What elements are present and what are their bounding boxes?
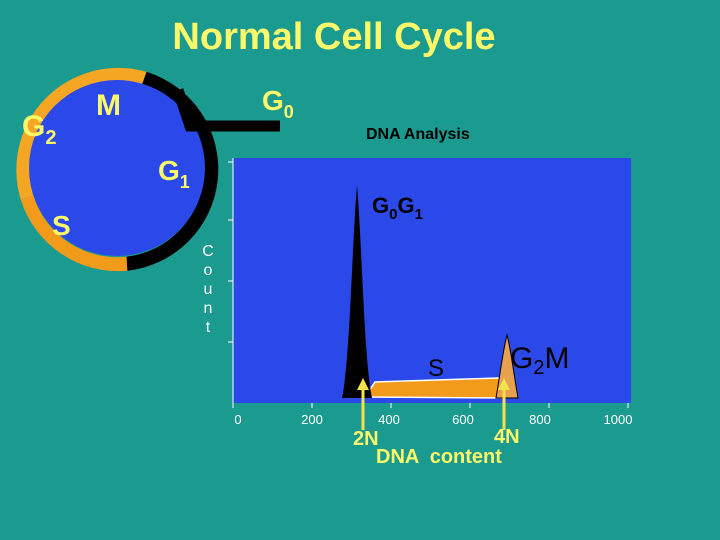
g2m-peak-label: G2M [510,342,569,379]
s-phase-label: S [428,355,444,382]
marker-4n-label: 4N [494,426,520,448]
x-axis-label: DNA content [376,446,502,468]
x-tick-label: 600 [452,412,474,427]
y-axis-letter: C [202,243,214,260]
g0g1-peak-label: G0G1 [372,193,423,223]
x-tick-label: 0 [234,412,242,427]
g1-label: G1 [158,155,190,192]
x-tick-label: 400 [378,412,400,427]
g0-label: G0 [262,85,294,122]
x-tick-label: 200 [301,412,323,427]
m-label: M [96,89,121,122]
s-label: S [52,210,71,241]
g0-branch [172,88,280,132]
y-axis-letter: t [205,319,211,336]
y-axis-letter: u [203,281,213,298]
g2m-peak [495,333,519,399]
cell-cycle-diagram: G2 M G0 G1 S [16,67,294,272]
dna-analysis-label: DNA Analysis [366,126,470,143]
y-axis-letter: o [203,262,213,279]
dna-histogram: G0G1 S G2M [228,158,631,430]
y-axis-label: C o u n t [201,242,215,337]
page-title: Normal Cell Cycle [172,16,496,58]
cycle-wheel: G2 M G0 G1 S [16,67,294,272]
s-arc [20,195,128,272]
g2-arc [16,67,147,200]
marker-arrows [357,378,510,430]
arrow-4n-head [498,378,510,390]
axis-ticks [228,158,629,408]
cycle-core [29,80,205,256]
g0g1-peak [342,185,372,398]
x-tick-label: 1000 [603,412,633,427]
y-axis-letter: n [203,300,213,317]
plot-area [233,158,631,403]
arrow-2n-head [357,378,369,390]
marker-2n-label: 2N [353,428,379,450]
g2-label: G2 [22,110,56,149]
x-tick-label: 800 [529,412,551,427]
